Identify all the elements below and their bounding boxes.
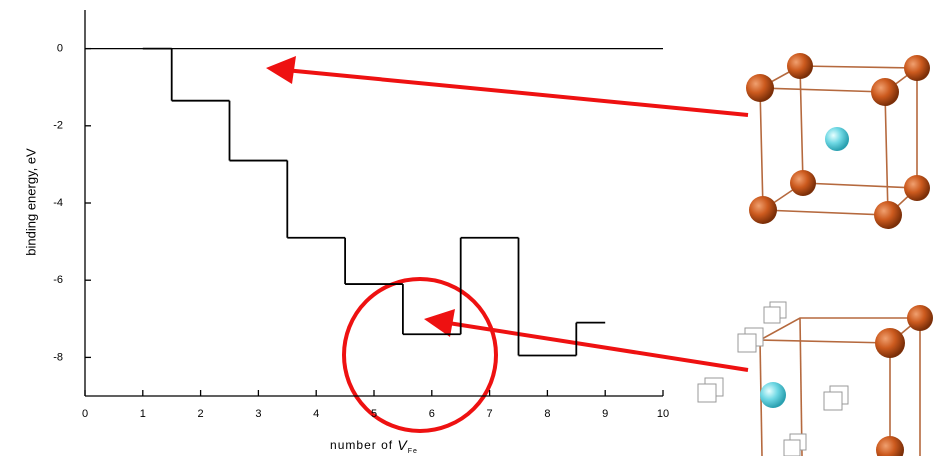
y-tick-label: -6 — [53, 274, 63, 286]
cube-illustration-1 — [746, 53, 930, 229]
x-label-text: number of — [330, 438, 393, 452]
x-label-var: V — [397, 437, 408, 453]
y-tick-label: 0 — [57, 43, 63, 55]
x-tick-label: 6 — [429, 408, 435, 420]
x-tick-label: 10 — [657, 408, 669, 420]
x-tick-label: 1 — [140, 408, 146, 420]
y-axis-label: binding energy, eV — [23, 148, 38, 256]
y-tick-label: -2 — [53, 120, 63, 132]
x-tick-label: 2 — [198, 408, 204, 420]
y-tick-label: -8 — [53, 351, 63, 363]
x-tick-label: 9 — [602, 408, 608, 420]
x-tick-label: 0 — [82, 408, 88, 420]
y-tick-label: -4 — [53, 197, 63, 209]
x-label-sub: Fe — [408, 448, 418, 455]
cube-illustration-2 — [697, 301, 933, 456]
x-tick-label: 5 — [371, 408, 377, 420]
x-tick-label: 7 — [487, 408, 493, 420]
x-tick-label: 8 — [544, 408, 550, 420]
x-axis-label: number of VFe — [330, 437, 418, 455]
x-tick-label: 3 — [255, 408, 261, 420]
annotations — [266, 56, 749, 433]
x-tick-label: 4 — [313, 408, 319, 420]
